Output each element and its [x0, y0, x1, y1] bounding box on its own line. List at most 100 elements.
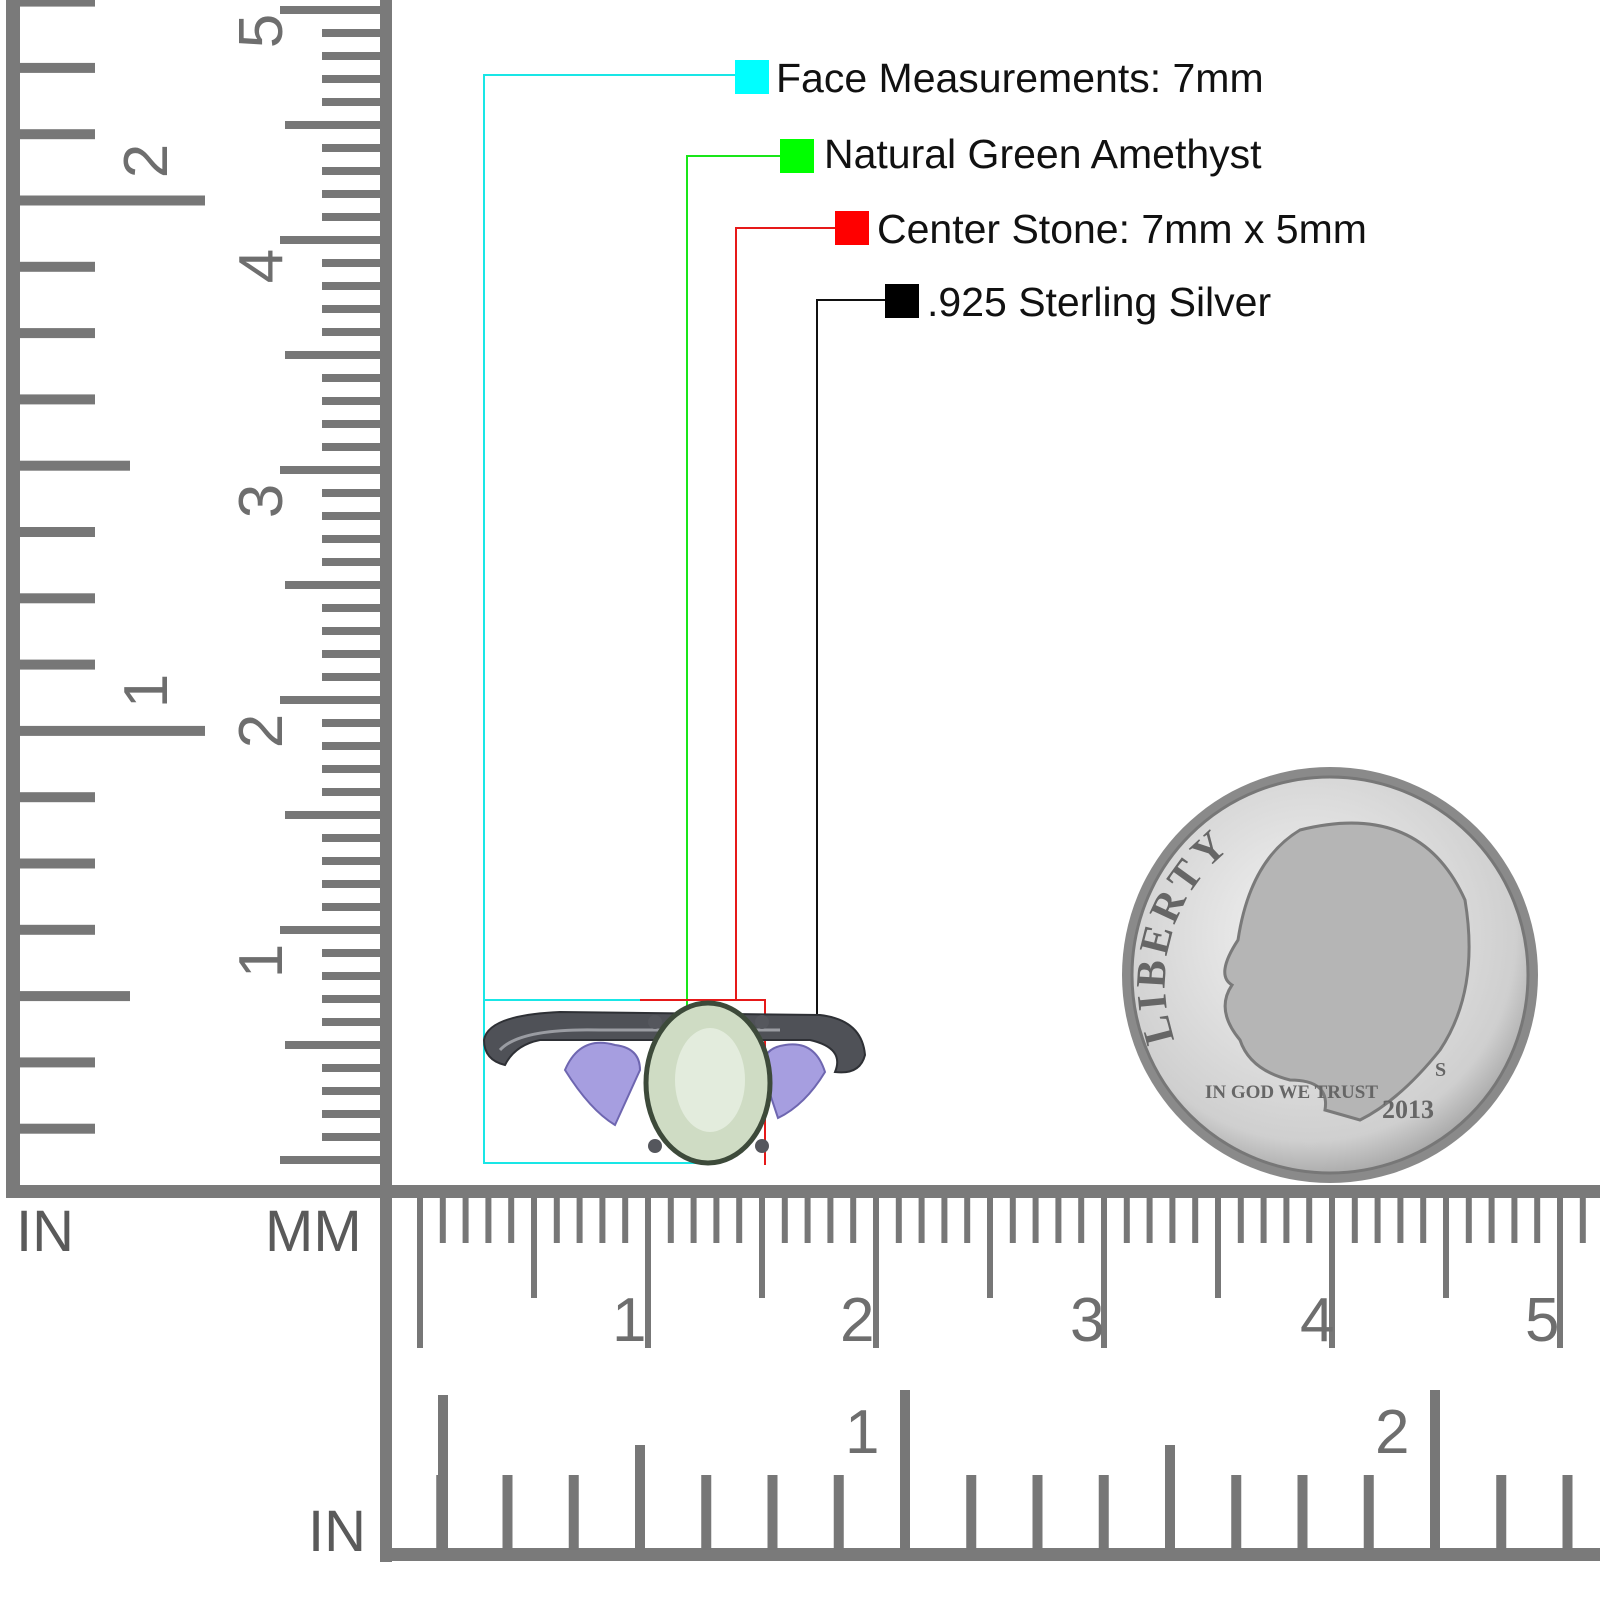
- horizontal-mm-tick: [850, 1198, 857, 1243]
- horizontal-mm-tick: [1101, 1198, 1107, 1348]
- horizontal-mm-tick: [1192, 1198, 1199, 1243]
- horizontal-mm-tick: [1283, 1198, 1290, 1243]
- horizontal-mm-tick: [1443, 1198, 1449, 1298]
- horizontal-mm-tick: [576, 1198, 583, 1243]
- vertical-mm-tick: [322, 167, 380, 175]
- vertical-inch-tick: [20, 394, 95, 405]
- horizontal-inch-tick: [833, 1475, 844, 1550]
- vertical-mm-tick: [322, 420, 380, 428]
- vertical-inch-tick: [20, 991, 130, 1002]
- vertical-inch-label: 1: [112, 673, 182, 709]
- horizontal-inch-tick: [502, 1475, 513, 1550]
- horizontal-mm-tick: [553, 1198, 560, 1243]
- horizontal-inch-tick: [701, 1475, 712, 1550]
- vertical-inch-tick: [20, 858, 95, 869]
- horizontal-mm-tick: [1306, 1198, 1313, 1243]
- horizontal-mm-tick: [1146, 1198, 1153, 1243]
- horizontal-mm-tick: [1511, 1198, 1518, 1243]
- horizontal-inch-tick: [767, 1475, 778, 1550]
- left-ruler-bottom-border: [6, 1185, 392, 1198]
- horizontal-mm-tick: [964, 1198, 971, 1243]
- vertical-mm-tick: [322, 144, 380, 152]
- horizontal-mm-tick: [1078, 1198, 1085, 1243]
- vertical-mm-tick: [322, 443, 380, 451]
- horizontal-mm-tick: [827, 1198, 834, 1243]
- roosevelt-portrait: [1223, 821, 1471, 1122]
- vertical-mm-tick: [322, 1018, 380, 1026]
- horizontal-mm-tick: [439, 1198, 446, 1243]
- horizontal-inch-tick: [635, 1445, 645, 1550]
- vertical-inch-tick: [20, 62, 95, 73]
- vertical-mm-tick: [285, 121, 380, 129]
- horizontal-mm-tick: [895, 1198, 902, 1243]
- horizontal-cm-label: 1: [612, 1286, 647, 1355]
- horizontal-mm-tick: [1374, 1198, 1381, 1243]
- horizontal-mm-tick: [417, 1198, 423, 1348]
- horizontal-mm-tick: [918, 1198, 925, 1243]
- left-inch-unit-label: IN: [16, 1199, 74, 1264]
- horizontal-inch-tick: [1032, 1475, 1043, 1550]
- vertical-mm-tick: [322, 995, 380, 1003]
- vertical-mm-tick: [322, 1064, 380, 1072]
- coin-mint-mark: S: [1435, 1059, 1446, 1081]
- horizontal-mm-tick: [690, 1198, 697, 1243]
- horizontal-mm-tick: [1465, 1198, 1472, 1243]
- coin-motto: IN GOD WE TRUST: [1205, 1082, 1378, 1103]
- left-ruler-border: [6, 0, 20, 1198]
- vertical-mm-tick: [285, 581, 380, 589]
- legend-swatch-green: [780, 139, 814, 173]
- legend-center-stone: Center Stone: 7mm x 5mm: [877, 206, 1367, 252]
- horizontal-mm-tick: [1169, 1198, 1176, 1243]
- silver-line: [816, 299, 885, 1040]
- vertical-mm-tick: [322, 52, 380, 60]
- horizontal-mm-tick: [645, 1198, 651, 1348]
- horizontal-inch-tick: [568, 1475, 579, 1550]
- vertical-cm-label: 1: [227, 943, 297, 979]
- horizontal-mm-tick: [1055, 1198, 1062, 1243]
- horizontal-mm-tick: [781, 1198, 788, 1243]
- vertical-inch-tick: [20, 792, 95, 803]
- horizontal-mm-tick: [759, 1198, 765, 1298]
- legend-swatch-red: [835, 211, 869, 245]
- vertical-inch-tick: [20, 725, 205, 736]
- vertical-mm-tick: [322, 29, 380, 37]
- legend-swatch-black: [885, 284, 919, 318]
- vertical-mm-tick: [322, 1133, 380, 1141]
- horizontal-inch-label: 2: [1375, 1398, 1410, 1467]
- horizontal-mm-tick: [599, 1198, 606, 1243]
- vertical-mm-tick: [322, 190, 380, 198]
- horizontal-inch-tick: [966, 1475, 977, 1550]
- vertical-mm-tick: [285, 351, 380, 359]
- vertical-mm-tick: [322, 558, 380, 566]
- horizontal-mm-tick: [1123, 1198, 1130, 1243]
- vertical-inch-tick: [20, 328, 95, 339]
- vertical-mm-tick: [322, 949, 380, 957]
- horizontal-mm-tick: [1534, 1198, 1541, 1243]
- horizontal-inch-label: 1: [845, 1398, 880, 1467]
- horizontal-inch-tick: [1562, 1475, 1573, 1550]
- legend-swatch-cyan: [735, 60, 769, 94]
- horizontal-mm-tick: [1260, 1198, 1267, 1243]
- horizontal-mm-tick: [804, 1198, 811, 1243]
- horizontal-mm-tick: [622, 1198, 629, 1243]
- green-amethyst-line: [686, 155, 780, 1055]
- vertical-mm-tick: [285, 1041, 380, 1049]
- horizontal-mm-tick: [1351, 1198, 1358, 1243]
- vertical-inch-tick: [20, 924, 95, 935]
- horizontal-mm-tick: [1237, 1198, 1244, 1243]
- side-stone-left: [563, 1041, 642, 1127]
- vertical-mm-tick: [322, 627, 380, 635]
- horizontal-mm-tick: [531, 1198, 537, 1298]
- horizontal-inch-tick: [438, 1395, 448, 1550]
- horizontal-mm-tick: [1420, 1198, 1427, 1243]
- vertical-inch-tick: [20, 1057, 95, 1068]
- vertical-mm-tick: [322, 305, 380, 313]
- horizontal-inch-tick: [1231, 1475, 1242, 1550]
- vertical-mm-tick: [322, 374, 380, 382]
- vertical-mm-tick: [322, 259, 380, 267]
- horizontal-mm-tick: [1397, 1198, 1404, 1243]
- horizontal-inch-tick: [1496, 1475, 1507, 1550]
- horizontal-inch-tick: [1430, 1390, 1440, 1550]
- bottom-ruler-top-border: [380, 1185, 1600, 1198]
